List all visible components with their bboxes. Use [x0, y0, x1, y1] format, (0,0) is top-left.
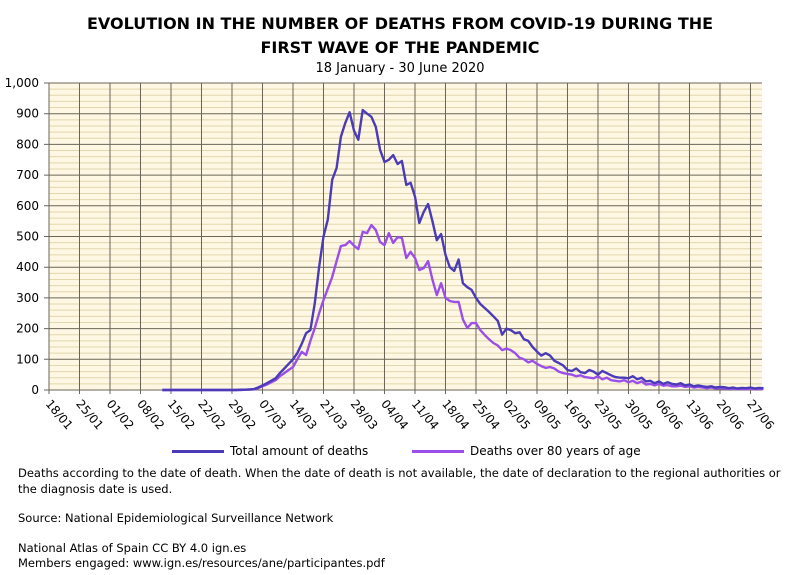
- x-tick-label: 30/05: [622, 397, 655, 432]
- series-line-total: [162, 108, 764, 392]
- y-tick-label: 900: [16, 107, 39, 121]
- x-tick-label: 09/05: [531, 397, 564, 432]
- y-tick-label: 500: [16, 230, 39, 244]
- chart-title-line1: EVOLUTION IN THE NUMBER OF DEATHS FROM C…: [86, 14, 714, 33]
- x-tick-label: 07/03: [256, 397, 289, 432]
- x-tick-label: 23/05: [592, 397, 625, 432]
- y-tick-label: 400: [16, 260, 39, 274]
- legend-swatch-over80: [412, 449, 464, 453]
- x-tick-label: 25/04: [470, 397, 503, 432]
- y-tick-label: 800: [16, 137, 39, 151]
- y-tick-label: 700: [16, 168, 39, 182]
- source-note: Source: National Epidemiological Surveil…: [18, 511, 334, 525]
- members-note: Members engaged: www.ign.es/resources/an…: [18, 556, 385, 570]
- line-chart: 18/0125/0101/0208/0215/0222/0229/0207/03…: [5, 76, 777, 432]
- definition-note: Deaths according to the date of death. W…: [18, 466, 781, 496]
- x-tick-label: 18/04: [439, 397, 472, 432]
- legend-label-total: Total amount of deaths: [230, 444, 369, 458]
- x-tick-label: 20/06: [714, 397, 747, 432]
- legend-label-over80: Deaths over 80 years of age: [470, 444, 641, 458]
- y-tick-label: 1,000: [5, 76, 39, 90]
- legend-swatch-total: [172, 449, 224, 453]
- legend-item-over80: Deaths over 80 years of age: [412, 444, 641, 458]
- x-tick-label: 25/01: [73, 397, 106, 432]
- x-tick-label: 01/02: [104, 397, 137, 432]
- x-tick-label: 28/03: [348, 397, 381, 432]
- x-tick-label: 06/06: [653, 397, 686, 432]
- x-tick-label: 02/05: [500, 397, 533, 432]
- x-tick-label: 21/03: [317, 397, 350, 432]
- atlas-note: National Atlas of Spain CC BY 4.0 ign.es: [18, 541, 247, 555]
- x-tick-label: 15/02: [165, 397, 198, 432]
- y-tick-label: 100: [16, 352, 39, 366]
- x-tick-label: 22/02: [195, 397, 228, 432]
- y-tick-label: 0: [31, 383, 39, 397]
- x-tick-label: 04/04: [378, 397, 411, 432]
- x-tick-label: 11/04: [409, 397, 442, 432]
- x-tick-label: 14/03: [287, 397, 320, 432]
- x-tick-label: 13/06: [683, 397, 716, 432]
- x-tick-label: 27/06: [744, 397, 777, 432]
- y-tick-label: 300: [16, 291, 39, 305]
- x-tick-label: 29/02: [226, 397, 259, 432]
- y-tick-label: 200: [16, 322, 39, 336]
- legend-item-total: Total amount of deaths: [172, 444, 368, 458]
- y-tick-label: 600: [16, 199, 39, 213]
- chart-title-line2: FIRST WAVE OF THE PANDEMIC: [260, 38, 540, 57]
- x-tick-label: 08/02: [134, 397, 167, 432]
- x-tick-label: 16/05: [561, 397, 594, 432]
- chart-subtitle: 18 January - 30 June 2020: [315, 61, 485, 76]
- x-tick-label: 18/01: [43, 397, 76, 432]
